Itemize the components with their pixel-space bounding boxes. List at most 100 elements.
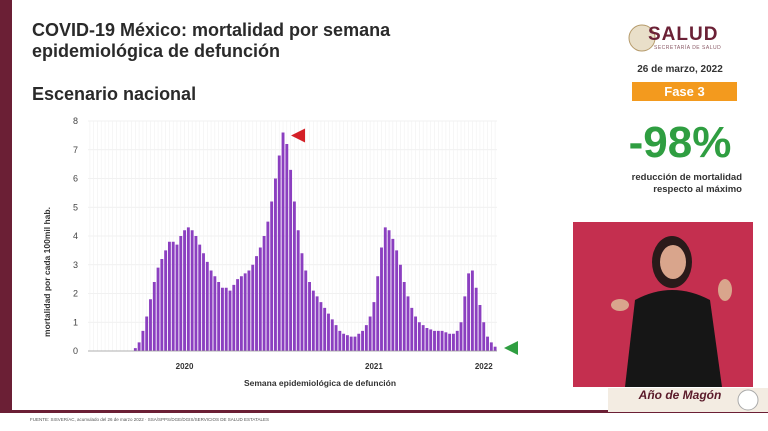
y-tick-label: 4 xyxy=(73,231,78,241)
bar xyxy=(482,322,486,351)
bar xyxy=(194,236,198,351)
bar xyxy=(205,261,209,351)
bar xyxy=(239,276,243,351)
bar xyxy=(463,296,467,351)
bar xyxy=(319,302,323,351)
bar xyxy=(357,333,361,351)
bar xyxy=(277,155,281,351)
bar xyxy=(455,330,459,351)
bar xyxy=(251,264,255,351)
bar xyxy=(478,305,482,351)
bar xyxy=(228,290,232,351)
bar xyxy=(353,336,357,351)
bar xyxy=(342,333,346,351)
y-tick-label: 7 xyxy=(73,145,78,155)
bar xyxy=(202,253,205,351)
interpreter-body xyxy=(625,290,722,387)
bar xyxy=(224,287,228,351)
bar xyxy=(232,284,236,351)
interpreter-face xyxy=(660,245,686,279)
bar xyxy=(327,313,330,351)
headline-note: reducción de mortalidad respecto al máxi… xyxy=(631,172,742,195)
bar xyxy=(364,325,368,351)
bar xyxy=(281,132,285,351)
interpreter-hand xyxy=(718,279,732,301)
bar xyxy=(402,282,406,351)
bar xyxy=(425,328,429,351)
bar xyxy=(133,348,137,351)
bar xyxy=(372,302,376,351)
bar xyxy=(474,287,478,351)
bar xyxy=(152,282,156,351)
bar xyxy=(417,322,421,351)
date: 26 de marzo, 2022 xyxy=(637,64,723,75)
bar xyxy=(349,336,353,351)
bar xyxy=(292,201,296,351)
x-tick-label: 2021 xyxy=(365,362,383,371)
bar xyxy=(285,144,289,351)
bar xyxy=(300,253,304,351)
bar xyxy=(145,316,149,351)
bar xyxy=(156,267,160,351)
bar xyxy=(236,279,240,351)
y-tick-label: 5 xyxy=(73,202,78,212)
subtitle: Escenario nacional xyxy=(32,84,197,104)
bar xyxy=(308,282,311,351)
bar xyxy=(304,270,308,351)
bar xyxy=(493,346,497,351)
bar xyxy=(410,307,414,351)
bar xyxy=(315,296,319,351)
y-tick-label: 8 xyxy=(73,116,78,126)
bar xyxy=(270,201,274,351)
bar xyxy=(489,342,493,351)
bar xyxy=(213,276,217,351)
title: COVID-19 México: mortalidad por semana e… xyxy=(32,20,391,61)
bar xyxy=(160,259,164,351)
bar xyxy=(436,330,440,351)
bar xyxy=(440,330,444,351)
bar xyxy=(330,319,334,351)
bar xyxy=(414,316,418,351)
source: FUENTE: SISVER/AC, acumulado del 26 de m… xyxy=(30,417,270,422)
y-tick-label: 0 xyxy=(73,346,78,356)
interpreter-hand xyxy=(611,299,629,311)
bar xyxy=(198,244,202,351)
logo: SALUD xyxy=(648,24,719,45)
bar xyxy=(171,241,175,351)
y-tick-label: 1 xyxy=(73,317,78,327)
bar xyxy=(296,230,300,351)
bar xyxy=(274,178,277,351)
bar xyxy=(486,336,489,351)
bar xyxy=(338,330,342,351)
bar xyxy=(221,287,224,351)
y-tick-label: 6 xyxy=(73,174,78,184)
bar xyxy=(262,236,266,351)
y-axis-label: mortalidad por cada 100mil hab. xyxy=(42,207,52,337)
logo-seal xyxy=(628,24,656,52)
peak-marker xyxy=(291,128,306,143)
bar xyxy=(368,316,372,351)
bar xyxy=(323,307,327,351)
bar xyxy=(429,329,433,351)
y-tick-label: 2 xyxy=(73,289,78,299)
phase-badge: Fase 3 xyxy=(632,82,737,101)
bar xyxy=(311,290,315,351)
bar xyxy=(334,325,338,351)
side-band xyxy=(0,0,12,410)
x-tick-label: 2020 xyxy=(176,362,194,371)
bar xyxy=(459,322,463,351)
bar xyxy=(433,330,436,351)
bar xyxy=(141,330,145,351)
bar xyxy=(395,250,399,351)
bar xyxy=(255,256,258,351)
bar xyxy=(164,250,168,351)
bar xyxy=(289,169,293,351)
bar xyxy=(448,333,452,351)
bar xyxy=(247,270,251,351)
x-axis-label: Semana epidemiológica de defunción xyxy=(244,378,396,388)
bar xyxy=(266,221,270,351)
bar xyxy=(179,236,183,351)
bar xyxy=(345,335,349,351)
footer-band xyxy=(0,410,768,413)
